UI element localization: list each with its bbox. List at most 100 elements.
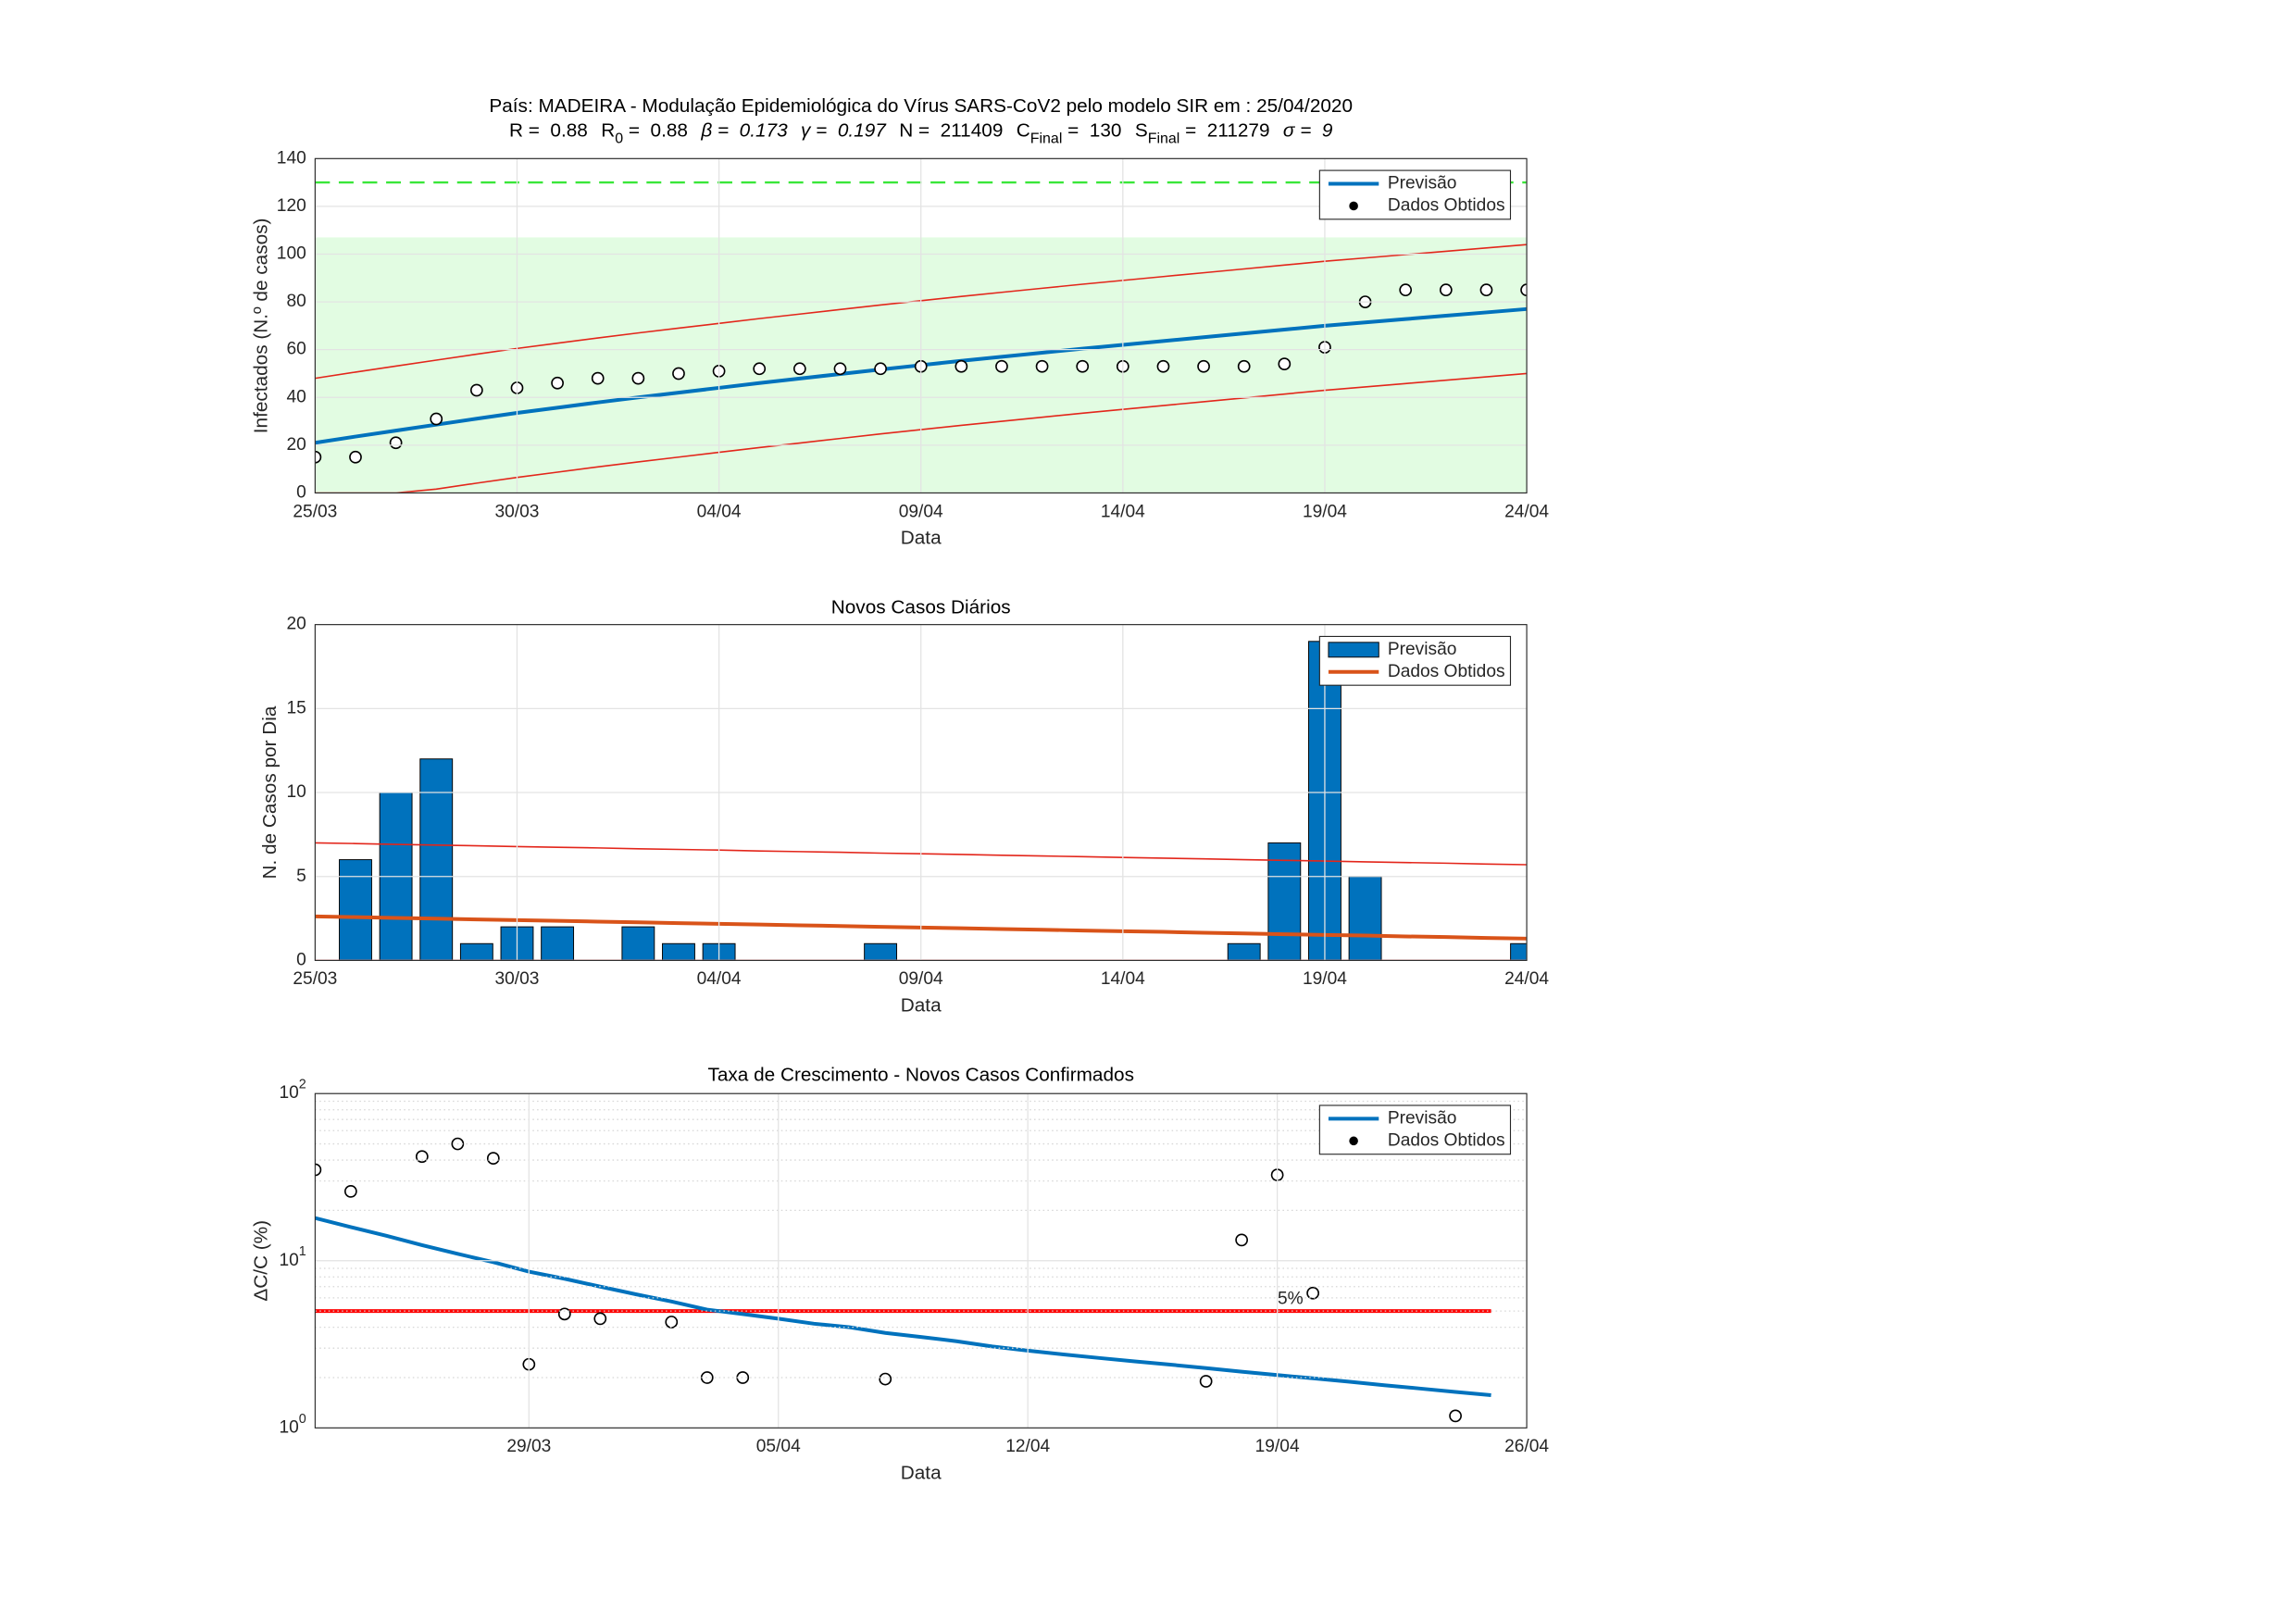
- data-point: [665, 1316, 679, 1329]
- data-point: [833, 362, 847, 376]
- y-axis-label: Infectados (N.º de casos): [250, 218, 271, 434]
- data-point: [1197, 359, 1210, 373]
- parameter: N = 211409: [899, 120, 1003, 142]
- bar: [864, 942, 898, 961]
- bar: [621, 926, 655, 961]
- parameter: σ = 9: [1283, 120, 1333, 142]
- bar: [1510, 942, 1528, 961]
- data-point: [1076, 359, 1090, 373]
- parameter-value: = 130: [1062, 120, 1121, 142]
- y-tick-label: 80: [286, 292, 306, 311]
- chart-title: Taxa de Crescimento - Novos Casos Confir…: [707, 1065, 1133, 1086]
- y-tick-base: 10: [279, 1251, 298, 1270]
- bar: [339, 859, 372, 961]
- data-point: [1156, 359, 1170, 373]
- data-point: [753, 362, 767, 376]
- x-tick-label: 14/04: [1101, 969, 1145, 989]
- x-tick-label: 25/03: [293, 502, 337, 521]
- parameter: R = 0.88: [509, 120, 588, 142]
- y-tick-label: 10: [286, 782, 306, 802]
- axes-box: [314, 1092, 1528, 1429]
- legend-label: Previsão: [1388, 640, 1457, 659]
- legend-label: Previsão: [1388, 1108, 1457, 1128]
- x-tick-label: 14/04: [1101, 502, 1145, 521]
- chart-title: Novos Casos Diários: [831, 597, 1011, 618]
- bar: [1267, 842, 1302, 961]
- legend-swatch: [1328, 642, 1379, 658]
- x-axis-label: Data: [901, 1462, 942, 1483]
- y-tick-label: 0: [296, 950, 306, 969]
- legend-label: Dados Obtidos: [1388, 196, 1505, 216]
- parameter-subscript: Final: [1030, 131, 1063, 147]
- parameter-value: = 0.88: [623, 120, 688, 142]
- legend-box: [1318, 635, 1512, 686]
- y-axis-label: ΔC/C (%): [250, 1220, 271, 1302]
- y-tick-label: 20: [286, 435, 306, 455]
- x-tick-label: 05/04: [756, 1437, 801, 1456]
- y-tick-label: 100: [277, 244, 306, 264]
- data-point: [672, 367, 685, 381]
- chart-title: País: MADEIRA - Modulação Epidemiológica…: [489, 95, 1353, 117]
- legend-box: [1318, 1104, 1512, 1155]
- y-tick-exponent: 1: [299, 1244, 306, 1259]
- bar: [459, 942, 493, 961]
- data-point: [593, 1312, 607, 1326]
- parameter: C: [1017, 120, 1030, 142]
- data-point: [315, 1163, 322, 1177]
- y-tick-label: 20: [286, 615, 306, 634]
- parameter-subscript: Final: [1148, 131, 1180, 147]
- x-tick-label: 09/04: [899, 969, 943, 989]
- data-point: [874, 362, 887, 376]
- x-tick-label: 12/04: [1005, 1437, 1050, 1456]
- chart: 0 5 10 15 20 25/03 30/03 04/04 09/04 14/04 19/04 24…: [259, 597, 1549, 1017]
- data-point: [469, 383, 483, 397]
- data-point: [955, 359, 968, 373]
- x-axis-label: Data: [901, 527, 942, 548]
- bar: [419, 758, 454, 961]
- data-point: [1035, 359, 1049, 373]
- bar: [541, 926, 575, 961]
- y-tick-label: 140: [277, 148, 306, 168]
- x-tick-label: 24/04: [1504, 969, 1549, 989]
- parameter-subscript: 0: [615, 131, 623, 147]
- line-series: [315, 1216, 1491, 1397]
- x-tick-label: 29/03: [506, 1437, 551, 1456]
- y-tick-label: 101: [279, 1244, 306, 1270]
- chart-subtitle: R = 0.88 R0 = 0.88 β = 0.173 γ = 0.197 N = 2…: [509, 120, 1333, 147]
- data-point: [343, 1184, 357, 1198]
- x-tick-label: 09/04: [899, 502, 943, 521]
- legend-box: [1318, 169, 1512, 220]
- x-tick-label: 25/03: [293, 969, 337, 989]
- axes-box: [314, 624, 1528, 961]
- data-point: [1479, 283, 1493, 297]
- y-tick-label: 100: [279, 1412, 306, 1438]
- y-tick-label: 15: [286, 698, 306, 717]
- y-tick-base: 10: [279, 1083, 298, 1103]
- y-tick-exponent: 0: [299, 1412, 306, 1427]
- data-point: [486, 1152, 500, 1165]
- data-point: [551, 376, 564, 390]
- parameter: β = 0.173: [700, 120, 788, 142]
- data-point: [430, 412, 443, 426]
- data-point: [995, 359, 1008, 373]
- legend-label: Dados Obtidos: [1388, 662, 1505, 681]
- data-point: [1278, 357, 1292, 371]
- y-tick-base: 10: [279, 1417, 298, 1437]
- x-tick-label: 04/04: [697, 969, 742, 989]
- data-point: [557, 1307, 571, 1321]
- bar: [1227, 942, 1261, 961]
- legend-swatch: [1349, 201, 1358, 211]
- y-axis-label: N. de Casos por Dia: [259, 705, 281, 879]
- legend-swatch: [1349, 1136, 1358, 1146]
- data-point: [1235, 1233, 1249, 1247]
- x-tick-label: 26/04: [1504, 1437, 1549, 1456]
- data-point: [1399, 283, 1413, 297]
- data-point: [1237, 359, 1251, 373]
- data-point: [792, 362, 806, 376]
- data-point: [389, 436, 403, 450]
- x-tick-label: 19/04: [1303, 502, 1347, 521]
- legend-label: Dados Obtidos: [1388, 1130, 1505, 1150]
